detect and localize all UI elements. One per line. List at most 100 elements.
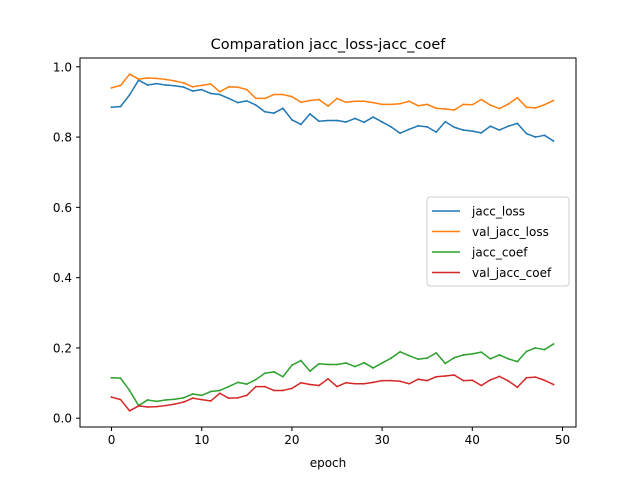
data-point (471, 379, 474, 382)
data-point (182, 86, 185, 89)
data-point (272, 93, 275, 96)
data-point (209, 83, 212, 85)
data-point (110, 86, 113, 89)
data-point (300, 101, 302, 104)
data-point (345, 101, 347, 104)
data-point (309, 370, 311, 373)
data-point (272, 112, 275, 115)
data-point (336, 363, 338, 366)
data-point (363, 100, 365, 103)
x-tick-label: 40 (465, 433, 480, 447)
data-point (372, 101, 374, 104)
data-point (390, 103, 393, 106)
legend-label: jacc_loss (471, 205, 525, 219)
data-point (164, 399, 167, 401)
data-point (462, 354, 465, 356)
data-point (182, 401, 185, 403)
data-point (453, 126, 456, 129)
data-point (525, 106, 528, 109)
data-point (534, 347, 537, 349)
data-point (444, 362, 447, 365)
series-line-jacc_loss (110, 79, 555, 142)
data-point (426, 125, 429, 128)
data-point (552, 140, 555, 142)
data-point (119, 105, 122, 108)
legend-label: val_jacc_loss (472, 225, 549, 239)
data-point (218, 389, 221, 392)
data-point (155, 82, 158, 85)
data-point (227, 397, 230, 400)
data-point (128, 94, 131, 96)
data-point (399, 350, 402, 353)
data-point (525, 132, 528, 135)
data-point (363, 382, 365, 385)
data-point (291, 387, 293, 390)
data-point (390, 357, 393, 360)
data-point (435, 351, 438, 354)
data-point (146, 406, 149, 408)
data-point (209, 400, 212, 402)
data-point (236, 381, 239, 384)
y-axis-ticks: 0.0 0.2 0.4 0.6 0.8 1.0 (53, 60, 80, 426)
data-point (345, 362, 347, 364)
data-point (119, 84, 122, 87)
data-point (417, 378, 420, 381)
data-point (543, 103, 546, 106)
data-point (381, 103, 384, 106)
data-point (236, 86, 239, 89)
data-point (318, 362, 320, 365)
data-point (119, 377, 122, 380)
data-point (318, 120, 320, 123)
data-point (417, 358, 420, 361)
data-point (525, 376, 528, 379)
legend-label: val_jacc_coef (472, 266, 552, 280)
data-point (282, 375, 284, 378)
series-jacc_coef (110, 343, 555, 407)
data-point (218, 93, 221, 96)
data-point (245, 394, 248, 397)
data-point (137, 405, 140, 407)
data-point (498, 354, 501, 356)
data-point (408, 382, 411, 385)
data-point (254, 104, 257, 106)
data-point (435, 375, 438, 378)
data-point (128, 389, 131, 392)
series-val_jacc_coef (110, 374, 555, 412)
data-point (354, 382, 356, 385)
data-point (417, 124, 420, 127)
x-axis-label: epoch (310, 456, 347, 470)
data-point (435, 107, 438, 110)
data-point (309, 99, 311, 102)
data-point (164, 404, 167, 407)
data-point (173, 398, 176, 401)
data-point (227, 85, 230, 88)
data-point (236, 101, 239, 104)
y-tick-label: 0.0 (53, 412, 72, 426)
data-point (354, 117, 356, 120)
data-point (543, 348, 546, 351)
data-point (498, 129, 501, 131)
series-line-jacc_coef (110, 343, 555, 407)
data-point (182, 396, 185, 399)
data-point (516, 386, 519, 389)
data-point (254, 385, 257, 388)
legend-item-jacc_loss: jacc_loss (432, 205, 525, 219)
data-point (164, 84, 167, 86)
data-point (263, 372, 266, 375)
data-point (300, 381, 302, 384)
data-point (534, 136, 537, 138)
data-point (218, 90, 221, 93)
data-point (345, 381, 347, 384)
data-point (327, 119, 329, 122)
data-point (516, 96, 519, 99)
data-point (155, 400, 158, 403)
data-point (146, 77, 149, 79)
data-point (534, 107, 537, 109)
legend-box (426, 196, 570, 287)
data-point (444, 120, 447, 123)
y-tick-label: 1.0 (53, 60, 72, 74)
data-point (516, 122, 519, 125)
data-point (516, 360, 519, 363)
data-point (498, 375, 501, 378)
data-point (507, 103, 510, 105)
